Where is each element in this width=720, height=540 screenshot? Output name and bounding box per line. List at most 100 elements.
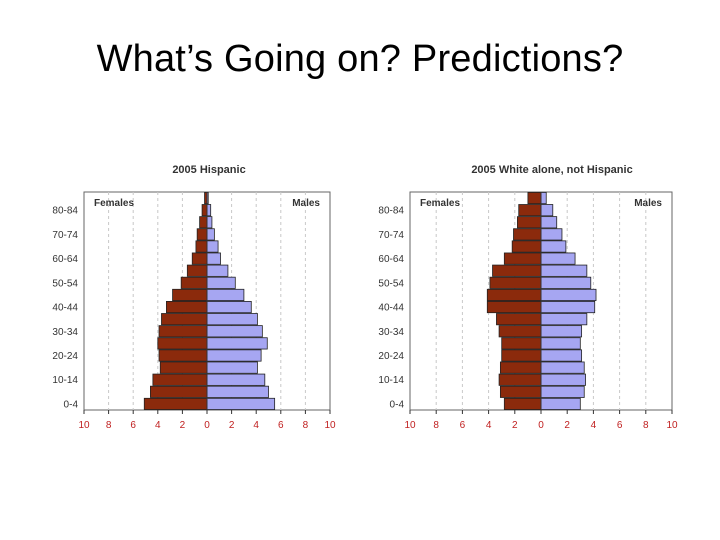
chart-title: 2005 White alone, not Hispanic	[471, 164, 632, 176]
x-tick-label: 10	[666, 420, 678, 431]
bar-female-70-74	[196, 228, 208, 241]
legend-males: Males	[634, 198, 662, 209]
y-tick-label: 40-44	[378, 303, 404, 314]
y-tick-label: 40-44	[52, 303, 78, 314]
bar-male-65-69	[206, 240, 219, 253]
bar-female-60-64	[503, 252, 542, 265]
bar-female-10-14	[498, 373, 542, 386]
y-tick-label: 0-4	[64, 399, 79, 410]
bar-male-70-74	[206, 228, 215, 241]
bar-male-55-59	[206, 264, 229, 277]
y-tick-label: 80-84	[52, 206, 78, 217]
bar-female-25-29	[157, 337, 208, 350]
x-tick-label: 2	[180, 420, 186, 431]
bar-female-5-9	[499, 385, 542, 398]
bar-female-80-84	[201, 204, 208, 217]
y-tick-label: 60-64	[378, 254, 404, 265]
bar-female-65-69	[195, 240, 208, 253]
bar-male-0-4	[540, 397, 581, 411]
bar-female-30-34	[158, 325, 208, 338]
y-tick-label: 30-34	[52, 327, 78, 338]
y-tick-label: 50-54	[378, 278, 404, 289]
x-tick-label: 6	[278, 420, 284, 431]
x-tick-label: 8	[303, 420, 309, 431]
bar-male-10-14	[206, 373, 266, 386]
bar-male-60-64	[206, 252, 221, 265]
bar-female-0-4	[143, 397, 208, 411]
bar-male-80-84	[540, 204, 554, 217]
y-tick-label: 50-54	[52, 278, 78, 289]
x-tick-label: 0	[538, 420, 544, 431]
bar-male-50-54	[540, 276, 592, 289]
bar-female-20-24	[501, 349, 542, 362]
bar-male-60-64	[540, 252, 576, 265]
y-tick-label: 20-24	[52, 351, 78, 362]
bar-female-25-29	[501, 337, 542, 350]
bar-male-75-79	[206, 216, 213, 229]
bar-female-10-14	[152, 373, 208, 386]
bar-male-35-39	[540, 313, 588, 326]
y-tick-label: 10-14	[52, 375, 78, 386]
y-tick-label: 80-84	[378, 206, 404, 217]
legend-females: Females	[94, 198, 134, 209]
bar-male-15-19	[540, 361, 585, 374]
x-tick-label: 4	[486, 420, 492, 431]
y-tick-label: 0-4	[390, 399, 405, 410]
bar-female-20-24	[158, 349, 208, 362]
bar-male-55-59	[540, 264, 588, 277]
y-tick-label: 70-74	[378, 230, 404, 241]
x-tick-label: 2	[512, 420, 518, 431]
slide-title: What’s Going on? Predictions?	[96, 38, 624, 80]
bar-male-25-29	[206, 337, 268, 350]
bar-male-85+	[540, 192, 547, 205]
x-tick-label: 8	[433, 420, 439, 431]
x-tick-label: 4	[591, 420, 597, 431]
x-tick-label: 10	[78, 420, 90, 431]
x-tick-label: 10	[324, 420, 336, 431]
bar-female-70-74	[513, 228, 542, 241]
bar-male-10-14	[540, 373, 586, 386]
bar-male-40-44	[540, 300, 596, 314]
bar-female-50-54	[180, 276, 208, 289]
bar-female-35-39	[161, 313, 208, 326]
chart-title: 2005 Hispanic	[172, 164, 245, 176]
x-tick-label: 4	[253, 420, 259, 431]
y-tick-label: 10-14	[378, 375, 404, 386]
y-tick-label: 30-34	[378, 327, 404, 338]
legend-females: Females	[420, 198, 460, 209]
x-tick-label: 0	[204, 420, 210, 431]
y-tick-label: 20-24	[378, 351, 404, 362]
legend-males: Males	[292, 198, 320, 209]
bar-male-50-54	[206, 276, 236, 289]
bar-female-30-34	[498, 325, 542, 338]
x-tick-label: 4	[155, 420, 161, 431]
bar-female-55-59	[492, 264, 542, 277]
x-tick-label: 8	[643, 420, 649, 431]
bar-male-20-24	[540, 349, 583, 362]
pyramid-chart-white-not-hispanic: 2005 White alone, not Hispanic Females Mal…	[378, 164, 678, 431]
pyramid-chart-hispanic: 2005 Hispanic Females Males 0-4 10-14 20-24 30…	[52, 164, 336, 431]
bar-female-85+	[527, 192, 542, 205]
bar-male-5-9	[540, 385, 585, 398]
bar-male-35-39	[206, 313, 258, 326]
bar-female-15-19	[159, 361, 208, 374]
x-tick-label: 6	[130, 420, 136, 431]
bar-female-15-19	[499, 361, 542, 374]
bar-female-55-59	[186, 264, 208, 277]
bar-female-80-84	[518, 204, 542, 217]
bar-male-40-44	[206, 300, 252, 314]
bar-male-30-34	[540, 325, 583, 338]
bar-male-45-49	[206, 288, 245, 302]
bar-male-25-29	[540, 337, 581, 350]
x-tick-label: 2	[229, 420, 235, 431]
x-tick-label: 6	[617, 420, 623, 431]
bar-male-5-9	[206, 385, 269, 398]
bar-male-20-24	[206, 349, 262, 362]
bar-male-80-84	[206, 204, 212, 217]
y-tick-label: 60-64	[52, 254, 78, 265]
bar-male-70-74	[540, 228, 563, 241]
bar-female-50-54	[489, 276, 542, 289]
bar-male-65-69	[540, 240, 567, 253]
y-tick-label: 70-74	[52, 230, 78, 241]
bar-female-75-79	[199, 216, 208, 229]
